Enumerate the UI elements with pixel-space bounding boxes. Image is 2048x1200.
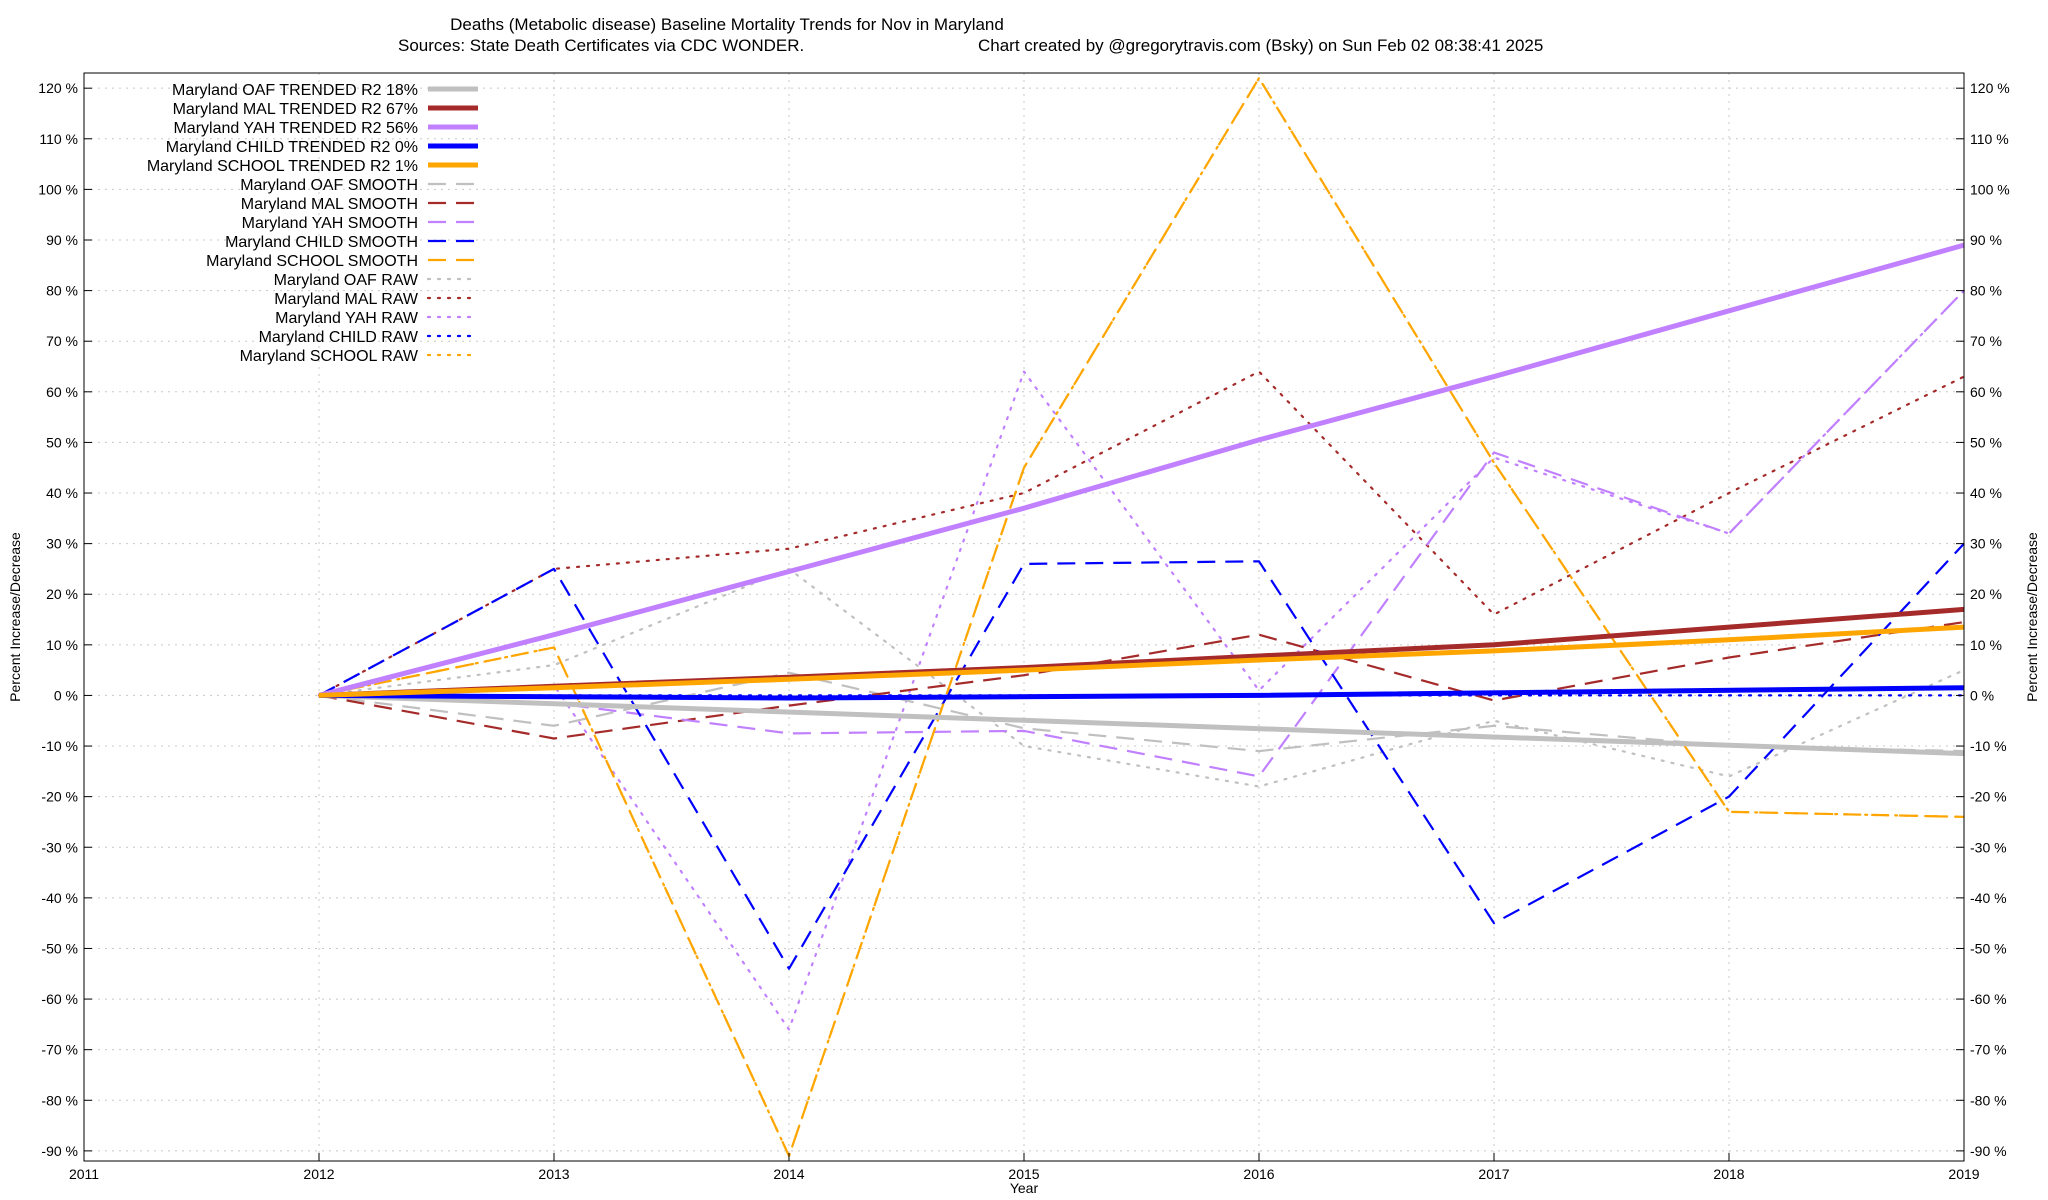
y-tick-label: -40 % [41, 890, 78, 906]
legend-label: Maryland MAL SMOOTH [241, 196, 418, 213]
legend-label: Maryland SCHOOL RAW [240, 348, 419, 365]
series-line-4 [318, 624, 1965, 698]
legend-label: Maryland YAH TRENDED R2 56% [173, 120, 418, 137]
y2-tick-label: -70 % [1970, 1042, 2007, 1058]
y-tick-label: -80 % [41, 1092, 78, 1108]
y2-tick-label: 100 % [1970, 181, 2010, 197]
x-tick-label: 2018 [1713, 1166, 1744, 1182]
y-tick-label: 100 % [38, 181, 78, 197]
y-tick-label: -70 % [41, 1042, 78, 1058]
y-tick-label: 30 % [46, 536, 78, 552]
chart-subtitle-credit: Chart created by @gregorytravis.com (Bsk… [978, 36, 1543, 55]
y-tick-label: 80 % [46, 283, 78, 299]
x-tick-label: 2012 [303, 1166, 334, 1182]
y-tick-label: -10 % [41, 738, 78, 754]
y2-tick-label: 110 % [1970, 131, 2009, 147]
x-tick-label: 2013 [538, 1166, 569, 1182]
legend-label: Maryland YAH SMOOTH [242, 215, 418, 232]
y2-tick-label: -90 % [1970, 1143, 2007, 1159]
y2-tick-label: 80 % [1970, 283, 2002, 299]
x-tick-label: 2017 [1478, 1166, 1509, 1182]
series-line-1 [318, 606, 1965, 698]
x-tick-label: 2015 [1008, 1166, 1039, 1182]
y-tick-label: 60 % [46, 384, 78, 400]
y2-tick-label: 30 % [1970, 536, 2002, 552]
series-line-7 [318, 289, 1965, 778]
y-tick-label: 10 % [46, 637, 78, 653]
y2-tick-label: 120 % [1970, 80, 2010, 96]
y2-tick-label: 20 % [1970, 586, 2002, 602]
legend-label: Maryland SCHOOL SMOOTH [206, 253, 418, 270]
axis-ticks: 2011 2012 2013 2014 2015 2016 2017 2018 2019 120 … [38, 80, 2009, 1182]
chart-subtitle-sources: Sources: State Death Certificates via CD… [398, 36, 804, 55]
legend-label: Maryland YAH RAW [275, 310, 419, 327]
legend-label: Maryland OAF TRENDED R2 18% [172, 82, 418, 99]
y2-tick-label: -60 % [1970, 991, 2007, 1007]
y2-tick-label: 40 % [1970, 485, 2002, 501]
legend-label: Maryland CHILD RAW [259, 329, 419, 346]
y2-tick-label: -10 % [1970, 738, 2007, 754]
x-tick-label: 2011 [69, 1166, 99, 1182]
series-line-3 [318, 685, 1965, 701]
y2-tick-label: 60 % [1970, 384, 2002, 400]
y-tick-label: -50 % [41, 940, 78, 956]
y2-tick-label: -30 % [1970, 839, 2007, 855]
series-line-9 [318, 76, 1965, 1158]
y-tick-label: 120 % [38, 80, 78, 96]
y2-tick-label: -80 % [1970, 1092, 2007, 1108]
y2-tick-label: -40 % [1970, 890, 2007, 906]
y-tick-label: 0 % [54, 687, 78, 703]
series-line-8 [318, 542, 1965, 970]
y-tick-label: -90 % [41, 1143, 78, 1159]
legend-label: Maryland CHILD TRENDED R2 0% [166, 139, 418, 156]
legend: Maryland OAF TRENDED R2 18% Maryland MAL … [147, 82, 480, 365]
y-tick-label: 40 % [46, 485, 78, 501]
y2-tick-label: -20 % [1970, 789, 2007, 805]
series-lines [317, 76, 1966, 1158]
y2-tick-label: 70 % [1970, 333, 2002, 349]
y2-axis-label: Percent Increase/Decrease [2024, 532, 2040, 702]
legend-label: Maryland SCHOOL TRENDED R2 1% [147, 158, 418, 175]
y-tick-label: -60 % [41, 991, 78, 1007]
y-tick-label: 90 % [46, 232, 78, 248]
series-line-10 [317, 567, 1966, 788]
chart-title: Deaths (Metabolic disease) Baseline Mort… [450, 15, 1004, 34]
y2-tick-label: 90 % [1970, 232, 2002, 248]
y2-tick-label: 50 % [1970, 434, 2002, 450]
legend-label: Maryland OAF RAW [274, 272, 419, 289]
x-axis-label: Year [1010, 1180, 1039, 1196]
x-tick-label: 2019 [1948, 1166, 1979, 1182]
y-tick-label: 70 % [46, 333, 78, 349]
legend-label: Maryland MAL RAW [274, 291, 419, 308]
y2-tick-label: -50 % [1970, 940, 2007, 956]
y-tick-label: -20 % [41, 789, 78, 805]
legend-label: Maryland MAL TRENDED R2 67% [173, 101, 418, 118]
y2-tick-label: 10 % [1970, 637, 2002, 653]
series-line-0 [318, 692, 1965, 757]
y2-tick-label: 0 % [1970, 687, 1994, 703]
series-line-11 [317, 370, 1966, 697]
y-tick-label: 110 % [39, 131, 78, 147]
legend-label: Maryland CHILD SMOOTH [225, 234, 418, 251]
x-tick-label: 2014 [773, 1166, 804, 1182]
x-tick-label: 2016 [1243, 1166, 1274, 1182]
y-tick-label: 50 % [46, 434, 78, 450]
y-tick-label: -30 % [41, 839, 78, 855]
y-tick-label: 20 % [46, 586, 78, 602]
y-axis-label: Percent Increase/Decrease [7, 532, 23, 702]
legend-label: Maryland OAF SMOOTH [240, 177, 418, 194]
series-line-2 [318, 242, 1965, 698]
